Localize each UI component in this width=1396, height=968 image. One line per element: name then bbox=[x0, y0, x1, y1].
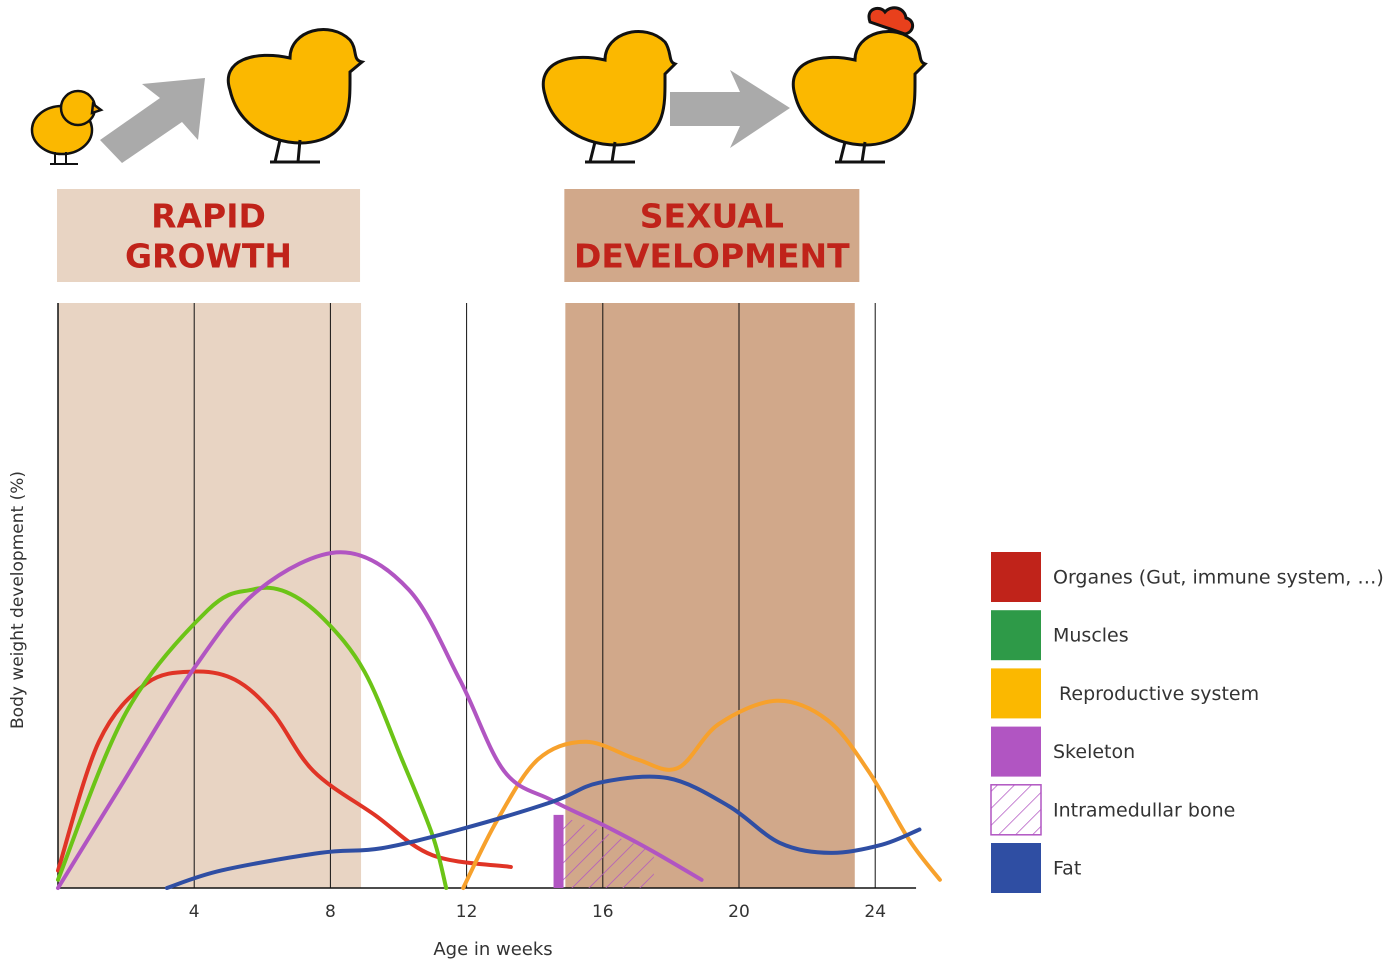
legend-swatch bbox=[991, 785, 1041, 835]
x-tick-label: 4 bbox=[189, 902, 200, 922]
legend-swatch bbox=[991, 727, 1041, 777]
legend-label: Skeleton bbox=[1053, 741, 1135, 763]
x-tick-label: 24 bbox=[864, 902, 886, 922]
band-label: DEVELOPMENT bbox=[574, 237, 850, 276]
band-label: GROWTH bbox=[125, 237, 292, 276]
hen bbox=[793, 8, 925, 162]
legend-swatch bbox=[991, 552, 1041, 602]
x-tick-label: 16 bbox=[592, 902, 614, 922]
band bbox=[565, 303, 854, 888]
band-label: RAPID bbox=[151, 197, 266, 236]
legend-label: Intramedullar bone bbox=[1053, 799, 1235, 821]
hatched-edge bbox=[554, 815, 564, 888]
chick-small bbox=[32, 91, 101, 164]
legend-label: Organes (Gut, immune system, …) bbox=[1053, 567, 1384, 589]
x-tick-label: 20 bbox=[728, 902, 750, 922]
arrow bbox=[100, 78, 205, 163]
legend-label: Fat bbox=[1053, 858, 1081, 880]
chart: RAPIDGROWTH SEXUALDEVELOPMENT Body weight… bbox=[0, 0, 1396, 964]
arrow bbox=[670, 70, 790, 148]
y-axis-label: Body weight development (%) bbox=[8, 471, 28, 729]
chick bbox=[543, 32, 675, 162]
band bbox=[58, 303, 361, 888]
legend-swatch bbox=[991, 843, 1041, 893]
chick bbox=[228, 30, 362, 162]
band-label: SEXUAL bbox=[640, 197, 784, 236]
x-tick-label: 12 bbox=[456, 902, 478, 922]
x-axis-label: Age in weeks bbox=[433, 939, 552, 960]
legend-label: Muscles bbox=[1053, 625, 1129, 647]
legend-swatch bbox=[991, 610, 1041, 660]
illustrations bbox=[32, 8, 925, 164]
legend-label: Reproductive system bbox=[1053, 683, 1259, 705]
x-tick-label: 8 bbox=[325, 902, 336, 922]
legend-swatch bbox=[991, 668, 1041, 718]
